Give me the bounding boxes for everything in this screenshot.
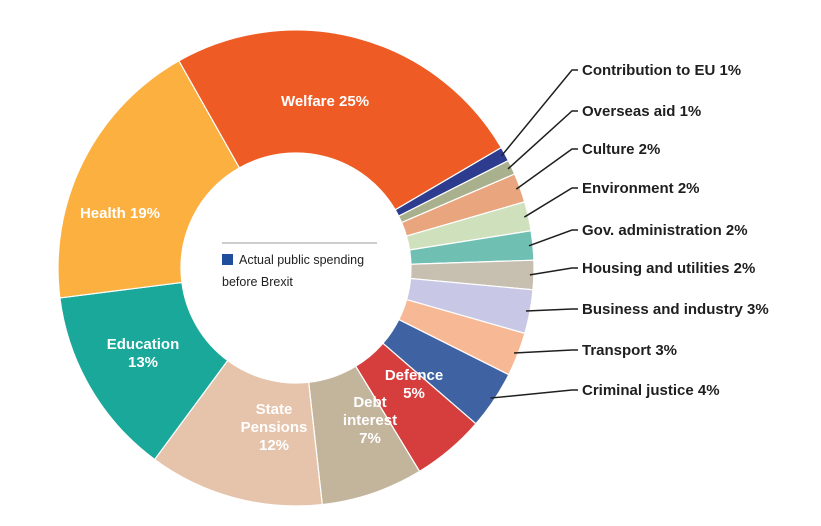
leader-line-overseas-aid-1 (507, 110, 578, 170)
callout-label-environment-2: Environment 2% (582, 180, 700, 197)
leader-line-contribution-to-eu-1 (500, 69, 578, 157)
leader-line-transport-3 (513, 349, 578, 354)
callout-label-housing-and-utilities-2: Housing and utilities 2% (582, 260, 755, 277)
donut-slices (57, 29, 535, 507)
slice-labels: Welfare 25% Defence 5%Debt interest 7% State P… (80, 93, 443, 454)
slice-label-health-19: Health 19% (80, 205, 160, 222)
leader-line-gov-administration-2 (528, 229, 578, 247)
callout-label-transport-3: Transport 3% (582, 342, 677, 359)
leader-line-environment-2 (524, 187, 578, 218)
leader-line-business-and-industry-3 (525, 308, 578, 312)
leader-line-culture-2 (515, 148, 578, 190)
legend: Actual public spending before Brexit (222, 242, 377, 289)
legend-label-line2: before Brexit (222, 275, 293, 289)
callout-label-business-and-industry-3: Business and industry 3% (582, 301, 769, 318)
callout-label-overseas-aid-1: Overseas aid 1% (582, 103, 701, 120)
callout-label-criminal-justice-4: Criminal justice 4% (582, 382, 720, 399)
slice-label-education-13: Education 13% (107, 336, 180, 371)
legend-label-line1: Actual public spending (239, 253, 364, 267)
callout-labels: Contribution to EU 1% Overseas aid 1% Cult… (490, 62, 769, 399)
leader-line-criminal-justice-4 (490, 389, 578, 399)
legend-swatch (222, 254, 233, 265)
slice-label-debt-interest-7: Debt interest 7% (343, 394, 397, 447)
slice-label-state-pensions-12: State Pensions 12% (241, 401, 308, 454)
slice-label-welfare-25: Welfare 25% (281, 93, 369, 110)
callout-label-culture-2: Culture 2% (582, 141, 660, 158)
callout-label-gov-administration-2: Gov. administration 2% (582, 222, 748, 239)
slice-label-defence-5: Defence 5% (385, 367, 443, 402)
callout-label-contribution-to-eu-1: Contribution to EU 1% (582, 62, 741, 79)
slice-welfare-25 (177, 29, 503, 211)
slice-health-19 (57, 60, 241, 299)
leader-line-housing-and-utilities-2 (529, 267, 578, 276)
